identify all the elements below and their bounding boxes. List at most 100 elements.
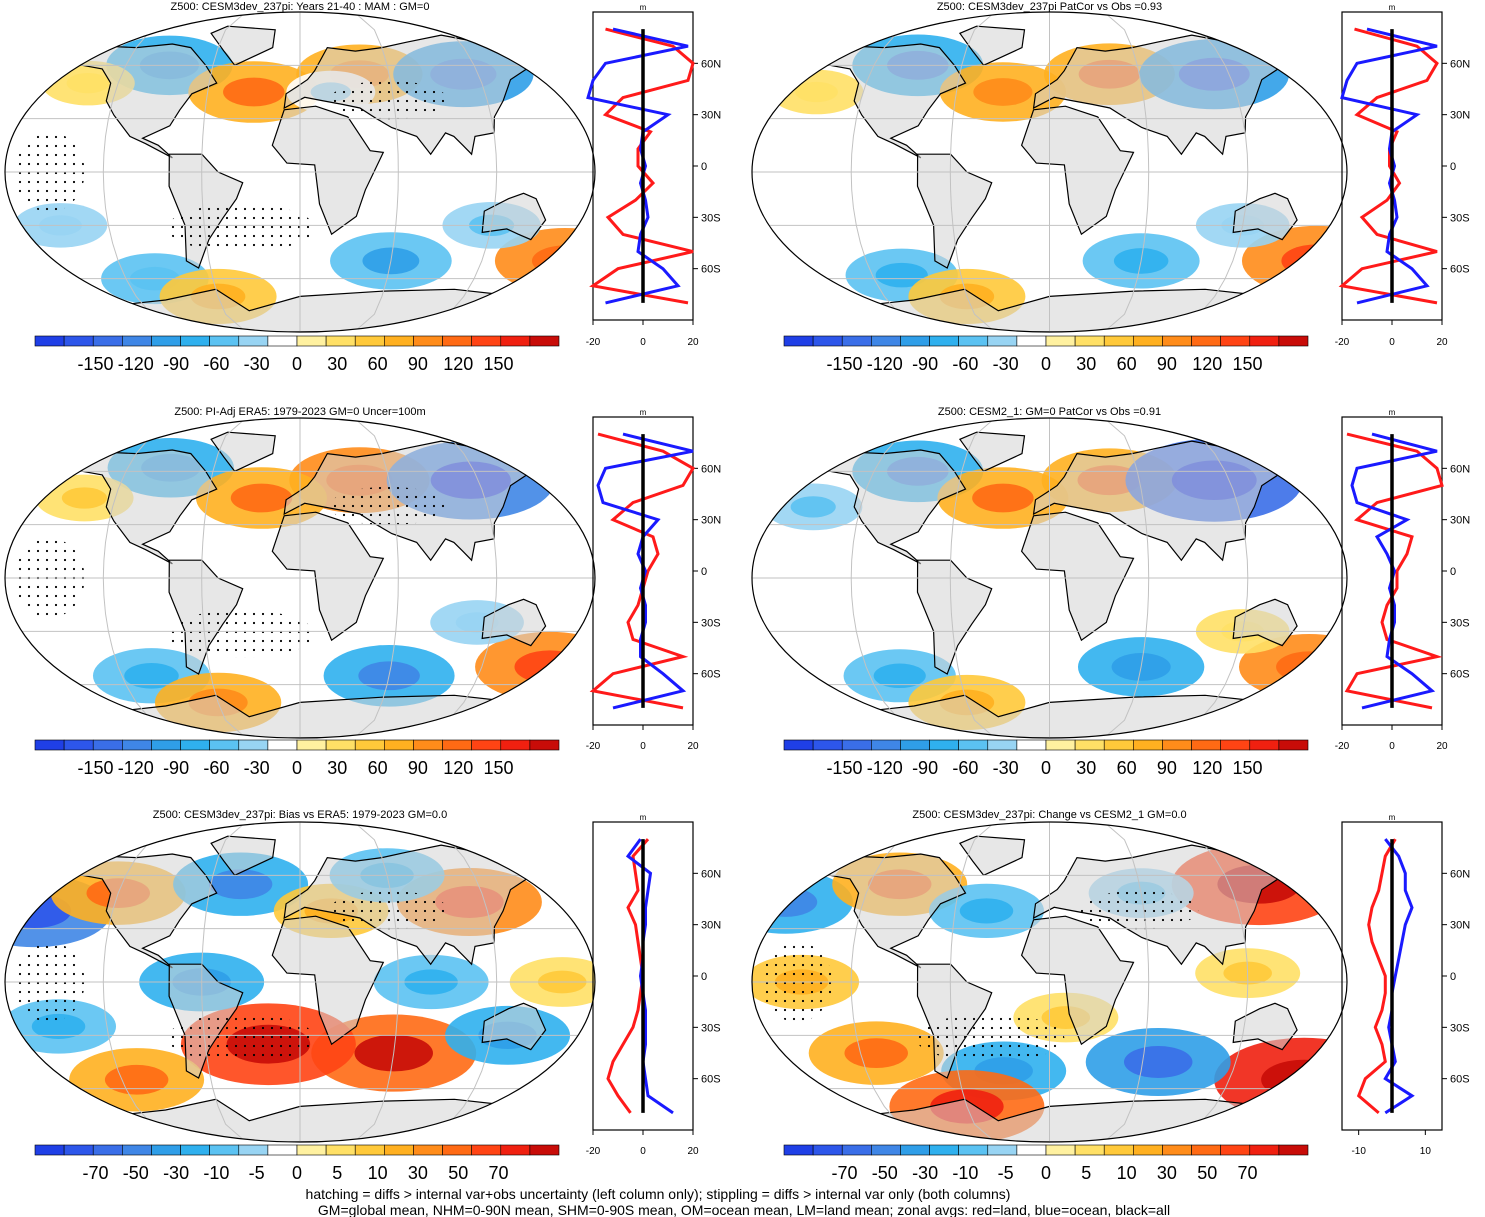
zonal-panel-3: m 60N 30N 0 30S 60S -20 0 20 (586, 408, 721, 752)
longitude-gridline (201, 418, 247, 738)
colorbar-tick-label: 60 (368, 758, 388, 778)
continent-outline (1232, 1002, 1298, 1051)
continent-outline (1232, 598, 1298, 647)
zonal-ocean-line (625, 838, 674, 1115)
zonal-lat-label: 60N (701, 868, 721, 880)
anomaly-core (1123, 1046, 1193, 1078)
longitude-gridline (1103, 12, 1150, 332)
colorbar-tick-label: -5 (998, 1163, 1014, 1183)
zonal-x-label: 0 (640, 337, 646, 348)
colorbar-tick-label: -30 (993, 354, 1019, 374)
colorbar-tick-label: 5 (1081, 1163, 1091, 1183)
continent-outline (59, 853, 218, 969)
colorbar-swatch (958, 1144, 989, 1156)
colorbar-tick-label: 0 (292, 354, 302, 374)
colorbar-swatch (841, 739, 872, 751)
zonal-land-line (1344, 432, 1444, 710)
colorbar-swatch (1045, 1144, 1076, 1156)
colorbar-swatch (63, 335, 94, 347)
colorbar-swatch (871, 739, 901, 751)
map-border (4, 821, 596, 1143)
colorbar-tick-label: -30 (244, 758, 270, 778)
colorbar-tick-label: -30 (244, 354, 270, 374)
anomaly-core (1261, 1059, 1347, 1100)
anomaly-core (208, 869, 273, 900)
colorbar-tick-label: 0 (292, 1163, 302, 1183)
colorbar-swatch (500, 1144, 531, 1156)
colorbar-swatch (325, 1144, 356, 1156)
stippling (329, 486, 448, 526)
colorbar-tick-label: -120 (867, 354, 903, 374)
zonal-lat-label: 60S (701, 264, 721, 276)
zonal-x-label: -20 (1335, 337, 1350, 348)
zonal-lat-label: 60S (701, 1074, 721, 1086)
map-panel-5: Z500: CESM3dev_237pi: Bias vs ERA5: 1979… (4, 809, 596, 1143)
colorbar-swatch (1016, 1144, 1047, 1156)
panel-title: Z500: CESM3dev_237pi: Change vs CESM2_1 … (912, 809, 1186, 821)
zonal-lat-label: 0 (701, 161, 707, 173)
colorbar-swatch (151, 1144, 181, 1156)
colorbar-swatch (1249, 335, 1280, 347)
colorbar-swatch (1162, 739, 1192, 751)
map-border (751, 821, 1348, 1143)
stippling (329, 890, 448, 930)
colorbar-swatch (384, 1144, 414, 1156)
colorbar-swatch (267, 739, 298, 751)
anomaly-core (959, 898, 1014, 924)
map-field (752, 418, 1347, 738)
colorbar-tick-label: -50 (872, 1163, 898, 1183)
colorbar-swatch (1220, 335, 1251, 347)
anomaly-blob (752, 870, 853, 934)
zonal-unit-label: m (640, 408, 647, 417)
colorbar-tick-label: 70 (1238, 1163, 1258, 1183)
zonal-x-label: -20 (586, 741, 601, 752)
colorbar-swatch (987, 739, 1018, 751)
continent-outline (958, 431, 1026, 473)
colorbar-swatch (413, 739, 443, 751)
longitude-gridline (102, 418, 193, 738)
map-panel-6: Z500: CESM3dev_237pi: Change vs CESM2_1 … (751, 809, 1348, 1143)
zonal-lat-label: 60N (1450, 868, 1470, 880)
zonal-land-line (589, 27, 695, 305)
colorbar-swatch (180, 335, 210, 347)
colorbar-tick-label: 60 (1117, 354, 1137, 374)
continent-outline (481, 598, 547, 647)
colorbar-swatch (1191, 1144, 1221, 1156)
colorbar-swatch (1278, 1144, 1309, 1156)
colorbar-swatch (1103, 335, 1134, 347)
colorbar-tick-label: 150 (484, 354, 514, 374)
anomaly-core (873, 663, 926, 689)
colorbar-swatch (783, 335, 814, 347)
zonal-x-label: 20 (1436, 337, 1448, 348)
colorbar-swatch (238, 1144, 269, 1156)
colorbar-swatch (296, 1144, 327, 1156)
longitude-gridline (850, 12, 941, 332)
colorbar-swatch (1278, 335, 1309, 347)
colorbar-tick-label: 30 (1157, 1163, 1177, 1183)
colorbar-swatch (209, 335, 240, 347)
colorbar-swatch (900, 1144, 930, 1156)
zonal-unit-label: m (1389, 3, 1396, 12)
colorbar-swatch (238, 335, 269, 347)
panel-title: Z500: CESM3dev_237pi PatCor vs Obs =0.93 (937, 1, 1162, 13)
colorbar-tick-label: -60 (952, 354, 978, 374)
zonal-x-label: -20 (586, 337, 601, 348)
colorbar-swatch (1016, 739, 1047, 751)
zonal-lat-label: 60N (1450, 463, 1470, 475)
colorbar-tick-label: 50 (448, 1163, 468, 1183)
stippling (329, 80, 448, 120)
colorbar-tick-label: -60 (203, 354, 229, 374)
zonal-land-line (1356, 838, 1397, 1115)
colorbar-swatch (34, 739, 65, 751)
continent-outline (807, 853, 967, 969)
map-border (4, 417, 596, 739)
longitude-gridline (949, 418, 996, 738)
map-panel-4: Z500: CESM2_1: GM=0 PatCor vs Obs =0.91 (751, 406, 1348, 739)
zonal-lat-label: 30S (1450, 212, 1470, 224)
zonal-lat-label: 0 (701, 566, 707, 578)
colorbar-swatch (1045, 739, 1076, 751)
colorbar-tick-label: 90 (1157, 354, 1177, 374)
anomaly-core (790, 496, 836, 518)
zonal-lat-label: 30S (701, 617, 721, 629)
